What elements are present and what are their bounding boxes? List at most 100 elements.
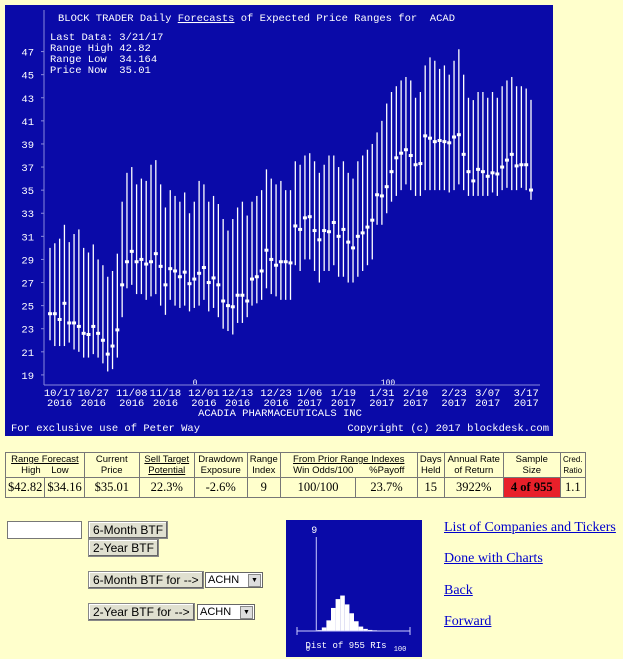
price-dot bbox=[120, 283, 125, 287]
y-tick-label: 45 bbox=[21, 71, 34, 83]
histogram-bar bbox=[340, 595, 345, 631]
price-dot bbox=[413, 163, 418, 167]
histogram-bar bbox=[321, 627, 327, 631]
footer-left: For exclusive use of Peter Way bbox=[11, 423, 200, 435]
x-tick-label: 11/18 bbox=[150, 388, 182, 400]
annotation: 100 bbox=[381, 379, 396, 388]
cell: 3922% bbox=[443, 477, 504, 498]
price-dot bbox=[437, 138, 442, 142]
price-dot bbox=[177, 275, 182, 279]
histogram-bar bbox=[349, 613, 354, 631]
price-dot bbox=[206, 281, 211, 285]
title-part: BLOCK TRADER Daily bbox=[58, 13, 178, 25]
header: Drawdown Exposure bbox=[193, 452, 248, 478]
cell: 15 bbox=[416, 477, 445, 498]
price-dot bbox=[245, 299, 250, 303]
price-dot bbox=[201, 266, 206, 270]
price-dot bbox=[124, 260, 129, 264]
price-dot bbox=[384, 185, 389, 189]
price-dot bbox=[529, 188, 533, 192]
header: Low bbox=[51, 465, 69, 476]
x-tick-year: 2017 bbox=[403, 398, 428, 410]
link[interactable]: Forward bbox=[444, 614, 492, 629]
price-dot bbox=[442, 140, 447, 144]
button[interactable]: 2-Year BTF for --> bbox=[88, 603, 195, 621]
company-name: ACADIA PHARMACEUTICALS INC bbox=[198, 408, 362, 420]
header-row: Range Forecast High Low Current Price Sel… bbox=[5, 452, 586, 478]
price-dot bbox=[197, 271, 202, 275]
y-tick-label: 37 bbox=[21, 163, 34, 175]
header: Days Held bbox=[416, 452, 445, 478]
histogram-bar bbox=[354, 621, 359, 631]
button[interactable]: 6-Month BTF bbox=[88, 521, 169, 539]
link[interactable]: Done with Charts bbox=[444, 551, 543, 566]
price-dot bbox=[221, 299, 226, 303]
price-range-chart: BLOCK TRADER Daily Forecasts of Expected… bbox=[5, 5, 553, 436]
price-dot bbox=[240, 293, 245, 297]
price-dot bbox=[100, 338, 105, 342]
price-dot bbox=[298, 227, 303, 231]
price-dot bbox=[403, 148, 408, 152]
button[interactable]: 2-Year BTF bbox=[88, 539, 159, 557]
price-dot bbox=[144, 262, 149, 266]
price-dot bbox=[331, 220, 336, 224]
price-dot bbox=[461, 152, 466, 156]
price-dot bbox=[336, 234, 341, 238]
price-dot bbox=[288, 261, 293, 265]
price-dot bbox=[48, 312, 52, 316]
price-dot bbox=[408, 154, 413, 158]
x-tick-label: 0 bbox=[306, 646, 310, 654]
x-tick-year: 2017 bbox=[331, 398, 356, 410]
x-tick-year: 2016 bbox=[153, 398, 178, 410]
price-dot bbox=[216, 283, 221, 287]
price-dot bbox=[278, 260, 283, 264]
link[interactable]: Back bbox=[444, 583, 473, 598]
price-dot bbox=[225, 304, 230, 308]
price-dot bbox=[192, 277, 197, 281]
x-tick-year: 2016 bbox=[263, 398, 288, 410]
price-dot bbox=[52, 312, 57, 316]
price-dot bbox=[379, 194, 384, 198]
price-dot bbox=[418, 162, 423, 166]
price-dot bbox=[495, 172, 500, 176]
price-dot bbox=[67, 321, 72, 325]
value-row: $42.82 $34.16 $35.01 22.3% -2.6% 9 100/1… bbox=[4, 477, 586, 498]
y-tick-label: 25 bbox=[21, 302, 34, 314]
price-dot bbox=[509, 152, 514, 156]
price-dot bbox=[452, 135, 457, 139]
header: %Payoff bbox=[369, 465, 405, 476]
price-dot bbox=[110, 344, 115, 348]
y-tick-label: 35 bbox=[21, 186, 34, 198]
header: Win Odds/100 bbox=[293, 465, 354, 476]
cell: 23.7% bbox=[355, 477, 418, 498]
price-dot bbox=[72, 321, 77, 325]
title-link[interactable]: Forecasts bbox=[178, 13, 235, 25]
price-dot bbox=[365, 225, 370, 229]
x-tick-year: 2016 bbox=[81, 398, 106, 410]
info-line: Range High 42.82 bbox=[50, 43, 151, 55]
x-tick-label: 3/17 bbox=[514, 388, 539, 400]
price-dot bbox=[490, 171, 495, 175]
x-tick-year: 2017 bbox=[441, 398, 466, 410]
chart-title: BLOCK TRADER Daily Forecasts of Expected… bbox=[58, 13, 455, 25]
price-dot bbox=[389, 170, 394, 174]
price-dot bbox=[81, 331, 86, 335]
price-dot bbox=[360, 231, 365, 235]
price-dot bbox=[375, 193, 380, 197]
price-dot bbox=[351, 246, 356, 250]
caption: Dist of 955 RIs bbox=[305, 641, 386, 651]
text-input[interactable] bbox=[7, 521, 82, 539]
info-line: Price Now 35.01 bbox=[50, 65, 151, 77]
price-dot bbox=[91, 324, 96, 328]
price-dot bbox=[274, 263, 279, 267]
ticker-select[interactable]: ACHN ▼ bbox=[205, 572, 263, 588]
price-dot bbox=[96, 331, 101, 335]
price-dot bbox=[423, 134, 428, 138]
price-dot bbox=[211, 276, 216, 280]
price-dot bbox=[524, 163, 529, 167]
header: High bbox=[21, 465, 41, 476]
ticker-select[interactable]: ACHN ▼ bbox=[197, 604, 255, 620]
x-tick-year: 2016 bbox=[191, 398, 216, 410]
button[interactable]: 6-Month BTF for --> bbox=[88, 571, 204, 589]
link[interactable]: List of Companies and Tickers bbox=[444, 520, 616, 535]
